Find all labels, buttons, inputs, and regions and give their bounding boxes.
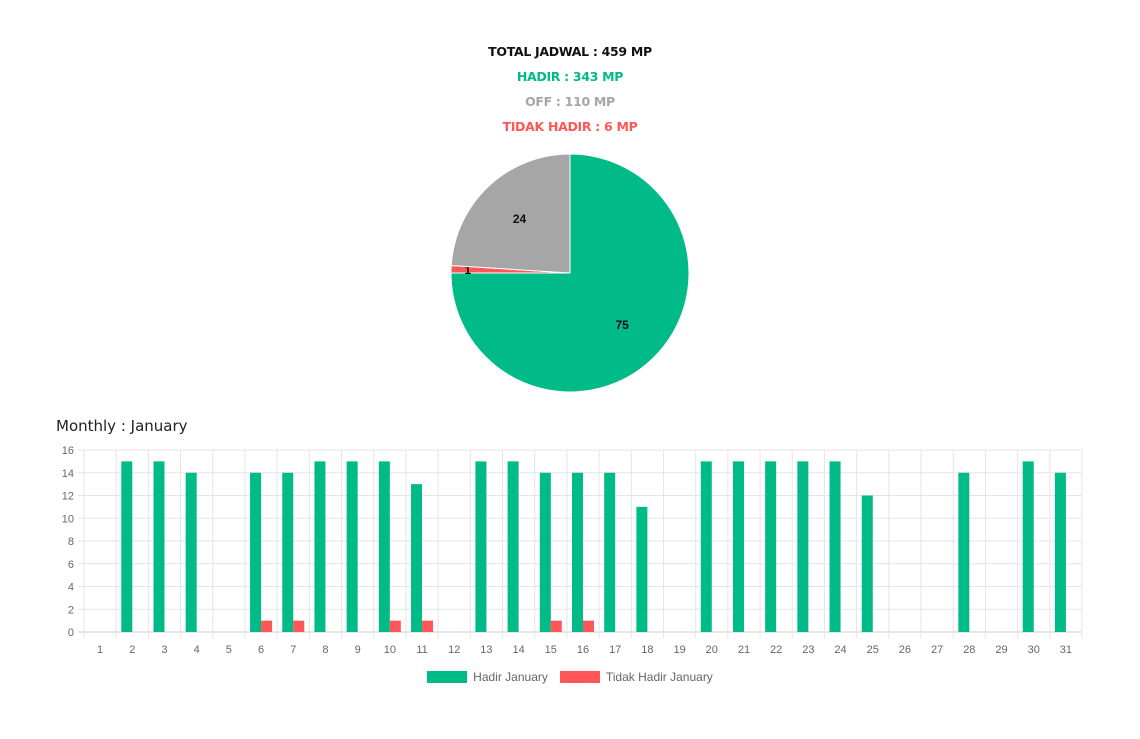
x-tick-label: 9	[355, 644, 361, 656]
x-tick-label: 16	[577, 644, 589, 656]
x-tick-label: 12	[448, 644, 460, 656]
bar-hadir[interactable]	[572, 472, 583, 632]
bar-hadir[interactable]	[1022, 461, 1034, 632]
bar-tidak-hadir[interactable]	[583, 620, 594, 632]
legend-swatch-tidak-hadir	[559, 671, 600, 683]
attendance-pie-chart: 75 1 24	[450, 153, 690, 393]
bar-tidak-hadir[interactable]	[389, 620, 401, 632]
legend-item-hadir[interactable]: Hadir January	[427, 670, 548, 684]
x-tick-label: 2	[129, 644, 135, 656]
bar-tidak-hadir[interactable]	[422, 620, 434, 632]
total-jadwal-label: TOTAL JADWAL : 459 MP	[488, 44, 652, 59]
bar-hadir[interactable]	[539, 472, 551, 632]
x-tick-label: 17	[609, 644, 621, 656]
bar-hadir[interactable]	[1054, 472, 1066, 632]
y-tick-label: 10	[62, 513, 74, 525]
legend-swatch-hadir	[427, 671, 468, 683]
x-tick-label: 23	[802, 644, 814, 656]
bar-hadir[interactable]	[732, 461, 744, 632]
bar-hadir[interactable]	[475, 461, 487, 632]
off-label: OFF : 110 MP	[525, 94, 615, 109]
x-tick-label: 4	[194, 644, 200, 656]
y-tick-label: 8	[68, 536, 74, 548]
x-tick-label: 14	[512, 644, 524, 656]
bar-hadir[interactable]	[797, 461, 809, 632]
x-tick-label: 21	[738, 644, 750, 656]
bar-tidak-hadir[interactable]	[261, 620, 273, 632]
x-tick-label: 10	[384, 644, 396, 656]
bar-hadir[interactable]	[153, 461, 165, 632]
x-tick-label: 28	[963, 644, 975, 656]
legend-item-tidak-hadir[interactable]: Tidak Hadir January	[559, 670, 713, 684]
x-tick-label: 26	[899, 644, 911, 656]
x-tick-label: 27	[931, 644, 943, 656]
x-tick-label: 1	[97, 644, 103, 656]
x-tick-label: 24	[834, 644, 846, 656]
bar-hadir[interactable]	[346, 461, 358, 632]
bar-hadir[interactable]	[765, 461, 777, 632]
tidak-hadir-label: TIDAK HADIR : 6 MP	[502, 119, 638, 134]
x-tick-label: 7	[290, 644, 296, 656]
pie-slice-hadir[interactable]	[450, 153, 690, 393]
y-tick-label: 2	[68, 604, 74, 616]
bar-hadir[interactable]	[829, 461, 841, 632]
hadir-label: HADIR : 343 MP	[516, 69, 624, 84]
bar-hadir[interactable]	[411, 484, 423, 632]
bar-hadir[interactable]	[958, 472, 970, 632]
bar-tidak-hadir[interactable]	[550, 620, 562, 632]
bar-hadir[interactable]	[185, 472, 197, 632]
bar-hadir[interactable]	[314, 461, 326, 632]
x-tick-label: 5	[226, 644, 232, 656]
bar-hadir[interactable]	[121, 461, 133, 632]
bar-hadir[interactable]	[250, 472, 262, 632]
bar-hadir[interactable]	[636, 506, 648, 632]
legend-label-hadir: Hadir January	[473, 670, 548, 684]
x-tick-label: 8	[322, 644, 328, 656]
y-tick-label: 4	[68, 582, 74, 594]
bar-hadir[interactable]	[282, 472, 294, 632]
bar-hadir[interactable]	[700, 461, 712, 632]
x-tick-label: 29	[995, 644, 1007, 656]
bar-hadir[interactable]	[861, 495, 873, 633]
x-tick-label: 11	[416, 644, 427, 656]
pie-slice-off[interactable]	[450, 153, 571, 274]
x-tick-label: 20	[706, 644, 718, 656]
y-tick-label: 0	[68, 627, 74, 639]
x-tick-label: 30	[1028, 644, 1040, 656]
x-tick-label: 13	[480, 644, 492, 656]
x-tick-label: 15	[545, 644, 557, 656]
x-tick-label: 25	[867, 644, 879, 656]
x-tick-label: 6	[258, 644, 264, 656]
x-tick-label: 31	[1060, 644, 1072, 656]
pie-label-off: 24	[513, 212, 527, 226]
y-tick-label: 6	[68, 559, 74, 571]
y-tick-label: 12	[62, 491, 74, 503]
x-tick-label: 3	[161, 644, 167, 656]
x-tick-label: 19	[673, 644, 685, 656]
monthly-chart-title: Monthly : January	[56, 417, 188, 435]
bar-hadir[interactable]	[378, 461, 390, 632]
x-tick-label: 22	[770, 644, 782, 656]
y-tick-label: 16	[62, 445, 74, 457]
bar-hadir[interactable]	[604, 472, 616, 632]
bar-tidak-hadir[interactable]	[293, 620, 305, 632]
pie-label-hadir: 75	[615, 318, 629, 332]
bar-hadir[interactable]	[507, 461, 519, 632]
y-tick-label: 14	[62, 468, 74, 480]
bar-chart-legend: Hadir January Tidak Hadir January	[0, 670, 1140, 684]
pie-label-tidak-hadir: 1	[464, 263, 471, 277]
x-tick-label: 18	[641, 644, 653, 656]
legend-label-tidak-hadir: Tidak Hadir January	[605, 670, 713, 684]
